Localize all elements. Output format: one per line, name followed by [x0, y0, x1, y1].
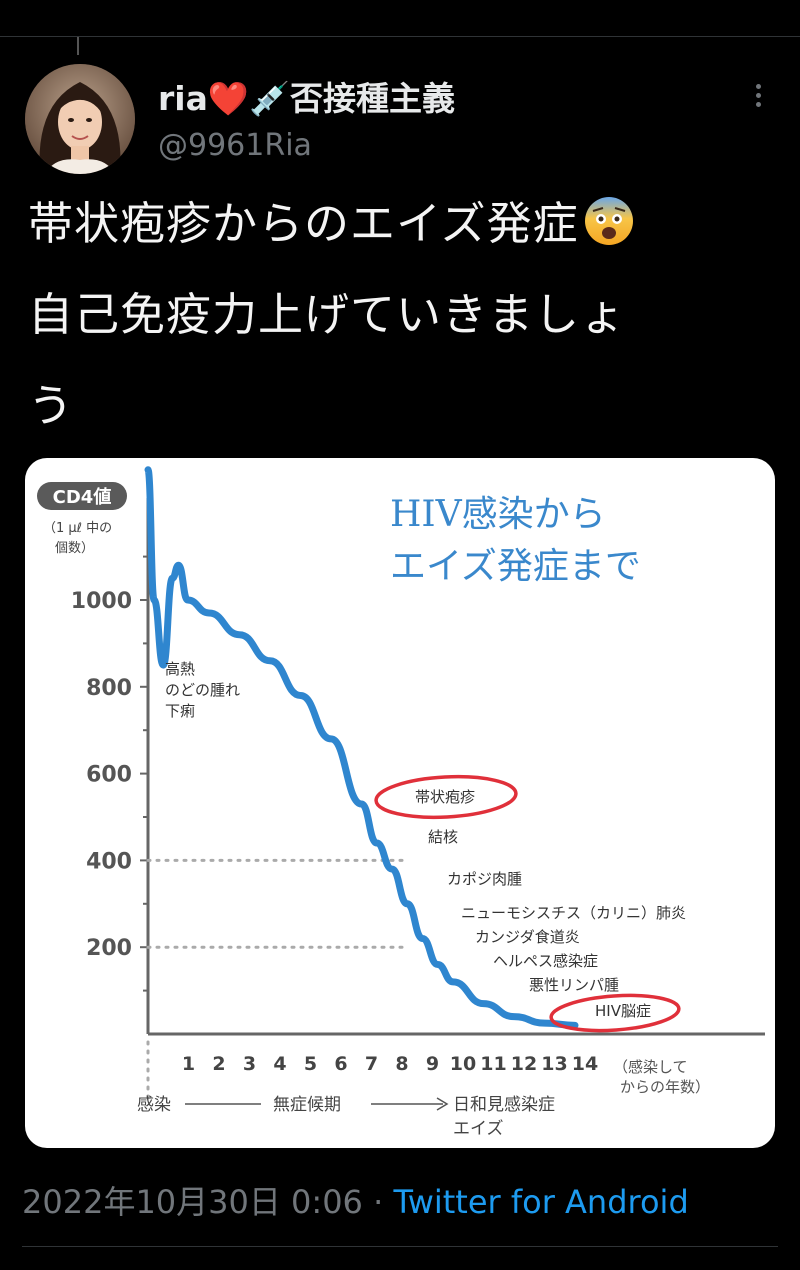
tweet-text-line-2: 自己免疫力上げていきましょ — [28, 288, 627, 341]
y-tick-label: 1000 — [71, 589, 132, 614]
user-handle[interactable]: @9961Ria — [158, 128, 312, 163]
x-tick-label: 7 — [365, 1053, 378, 1075]
x-tick-label: 10 — [450, 1053, 476, 1075]
x-tick-label: 9 — [426, 1053, 439, 1075]
xlabel-line-1: （感染して — [613, 1058, 688, 1076]
annotation-herpes-zoster: 帯状疱疹 — [415, 788, 475, 806]
cd4-curve — [144, 466, 579, 1029]
annotation-pneumocystis: ニューモシスチス（カリニ）肺炎 — [461, 904, 686, 922]
bottom-divider — [22, 1246, 778, 1247]
tweet-text-line-1: 帯状疱疹からのエイズ発症 — [28, 178, 773, 269]
ylabel-badge-text: CD4値 — [53, 486, 112, 508]
chart-title-line-1: HIV感染から — [390, 494, 606, 535]
tweet-text-line-3: う — [28, 379, 75, 432]
phase-arrowhead — [436, 1097, 449, 1111]
y-tick-label: 600 — [86, 763, 132, 788]
y-tick-label: 400 — [86, 849, 132, 874]
ylabel-sub-2: 個数） — [55, 541, 94, 556]
phase-opportunistic: 日和見感染症 — [453, 1095, 555, 1115]
avatar-image — [25, 64, 135, 174]
top-divider — [0, 36, 800, 37]
red-circle-hiv-encephalopathy — [549, 993, 681, 1033]
annotation-early-symptom: のどの腫れ — [165, 681, 240, 699]
x-tick-label: 5 — [304, 1053, 317, 1075]
avatar[interactable] — [25, 64, 135, 174]
annotation-candida: カンジダ食道炎 — [475, 928, 580, 946]
phase-infection: 感染 — [137, 1095, 171, 1115]
ylabel-badge — [37, 482, 127, 510]
more-vertical-icon[interactable] — [748, 80, 768, 114]
tweet-footer: 2022年10月30日 0:06 · Twitter for Android — [22, 1177, 689, 1223]
annotation-kaposi: カポジ肉腫 — [447, 870, 522, 888]
x-tick-label: 14 — [572, 1053, 598, 1075]
annotation-early-symptom: 下痢 — [165, 702, 195, 720]
xlabel-line-2: からの年数） — [620, 1078, 710, 1096]
display-name[interactable]: ria❤️💉否接種主義 — [158, 72, 455, 120]
timestamp[interactable]: 2022年10月30日 0:06 — [22, 1183, 363, 1221]
ylabel-sub-1: （1 μℓ 中の — [43, 521, 112, 536]
red-circle-herpes-zoster — [374, 774, 518, 820]
separator: · — [362, 1183, 394, 1221]
annotation-tuberculosis: 結核 — [428, 828, 458, 846]
anxious-face-emoji — [584, 197, 633, 245]
x-tick-label: 12 — [511, 1053, 537, 1075]
x-tick-label: 11 — [480, 1053, 506, 1075]
phase-aids: エイズ — [453, 1119, 504, 1139]
tweet-text-line-1-text: 帯状疱疹からのエイズ発症 — [28, 197, 579, 250]
x-tick-label: 1 — [182, 1053, 195, 1075]
chart-title-line-2: エイズ発症まで — [390, 546, 641, 587]
tweet-text: 帯状疱疹からのエイズ発症 自己免疫力上げていきましょ う — [28, 178, 773, 451]
x-tick-label: 8 — [395, 1053, 408, 1075]
source-link[interactable]: Twitter for Android — [393, 1183, 689, 1221]
y-tick-label: 800 — [86, 676, 132, 701]
x-tick-label: 3 — [243, 1053, 256, 1075]
x-tick-label: 6 — [334, 1053, 347, 1075]
chart-image-card[interactable]: HIV感染から エイズ発症まで CD4値 （1 μℓ 中の 個数） 1000 800 600 4… — [25, 458, 775, 1148]
annotation-hiv-encephalopathy: HIV脳症 — [595, 1002, 651, 1020]
phase-asymptomatic: 無症候期 — [273, 1095, 341, 1115]
annotation-herpes: ヘルペス感染症 — [493, 952, 598, 970]
thread-connector — [77, 37, 79, 55]
display-name-text: ria❤️💉否接種主義 — [158, 79, 456, 118]
x-tick-label: 13 — [541, 1053, 567, 1075]
x-tick-label: 2 — [212, 1053, 225, 1075]
annotation-early-symptom: 高熱 — [165, 660, 195, 678]
y-tick-label: 200 — [86, 936, 132, 961]
x-tick-label: 4 — [273, 1053, 286, 1075]
annotation-lymphoma: 悪性リンパ腫 — [529, 976, 619, 994]
